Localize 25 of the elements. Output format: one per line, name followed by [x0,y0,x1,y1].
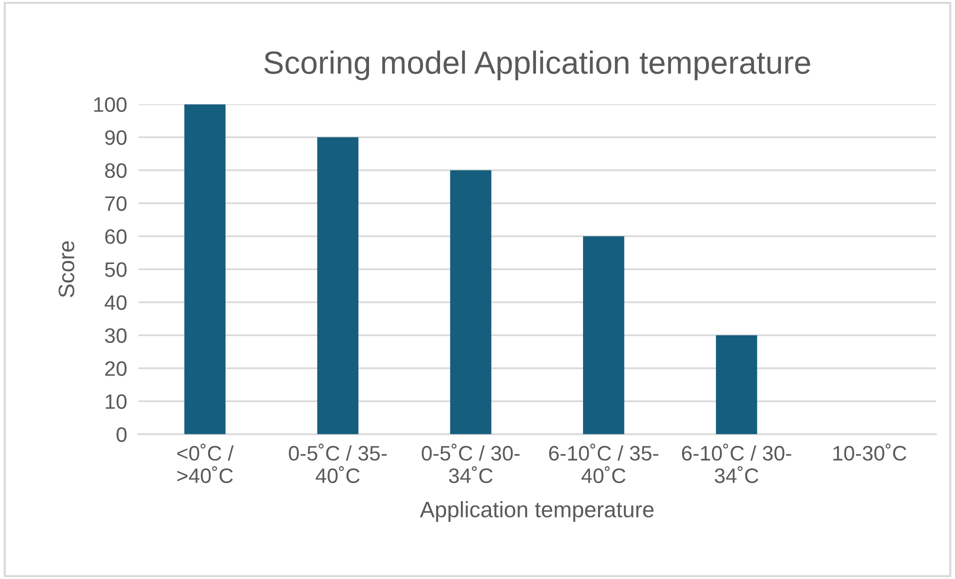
bar [716,335,758,434]
y-tick-label: 20 [105,361,127,376]
bar [184,104,226,434]
y-tick-label: 10 [106,394,127,409]
x-tick-label: 10-30˚C [833,444,906,461]
x-tick-label: 6-10˚C / 35- 40˚C [549,444,658,484]
y-tick-label: 70 [105,196,127,211]
y-tick-label: 60 [105,229,127,244]
y-axis-title: Score [58,241,74,298]
x-tick-label: <0˚C / >40˚C [177,444,234,484]
y-tick-label: 30 [104,328,127,343]
x-tick-label: 0-5˚C / 30- 34˚C [422,444,520,484]
y-tick-label: 80 [105,163,127,178]
x-axis-title: Application temperature [420,501,654,522]
bar [583,236,624,434]
y-tick-label: 50 [105,262,127,277]
bar [317,137,358,434]
y-tick-label: 0 [116,427,127,442]
x-tick-label: 0-5˚C / 35- 40˚C [288,444,387,484]
bar [450,170,492,434]
y-tick-label: 90 [105,130,127,145]
y-tick-label: 100 [94,97,127,112]
x-tick-label: 6-10˚C / 30- 34˚C [682,444,792,484]
y-tick-label: 40 [104,295,127,310]
chart-title: Scoring model Application temperature [264,50,810,80]
